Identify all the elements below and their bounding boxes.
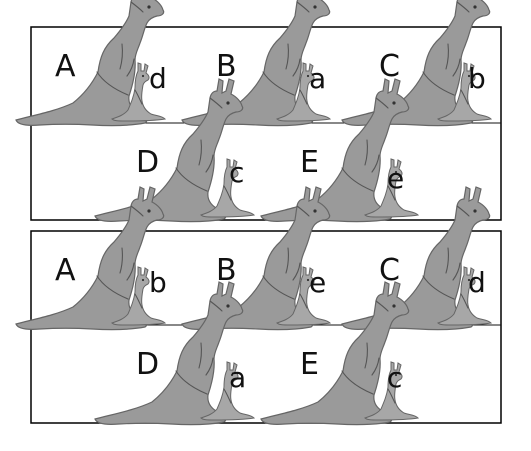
adult-label: C (379, 253, 400, 288)
joey-label: d (468, 266, 486, 299)
joey-label: e (387, 162, 404, 195)
joey-label: d (149, 62, 167, 95)
pair-b: B e (181, 186, 331, 331)
pair-a: A d (15, 0, 167, 127)
adult-label: B (216, 253, 237, 288)
joey-label: b (149, 266, 167, 299)
pair-d: D a (94, 281, 255, 426)
adult-label: A (55, 49, 76, 84)
adult-label: A (55, 253, 76, 288)
pair-c: C b (341, 0, 492, 127)
pair-c: C d (341, 186, 492, 331)
worksheet-panel-2: A b B e C d D a E c (15, 186, 502, 426)
joey-label: a (229, 361, 246, 394)
pair-a: A b (15, 186, 167, 331)
joey-label: a (309, 62, 326, 95)
adult-label: D (136, 347, 159, 382)
joey-label: c (387, 361, 402, 394)
pair-d: D c (94, 78, 255, 223)
adult-label: E (300, 145, 319, 180)
joey-label: c (229, 156, 244, 189)
worksheet-panel-1: A d B a C b D c E e (15, 0, 502, 223)
pair-e: E c (260, 281, 419, 426)
pair-b: B a (181, 0, 331, 127)
adult-label: E (300, 347, 319, 382)
adult-label: C (379, 49, 400, 84)
joey-label: b (468, 62, 486, 95)
joey-label: e (309, 266, 326, 299)
adult-label: B (216, 49, 237, 84)
adult-label: D (136, 145, 159, 180)
pair-e: E e (260, 78, 419, 223)
